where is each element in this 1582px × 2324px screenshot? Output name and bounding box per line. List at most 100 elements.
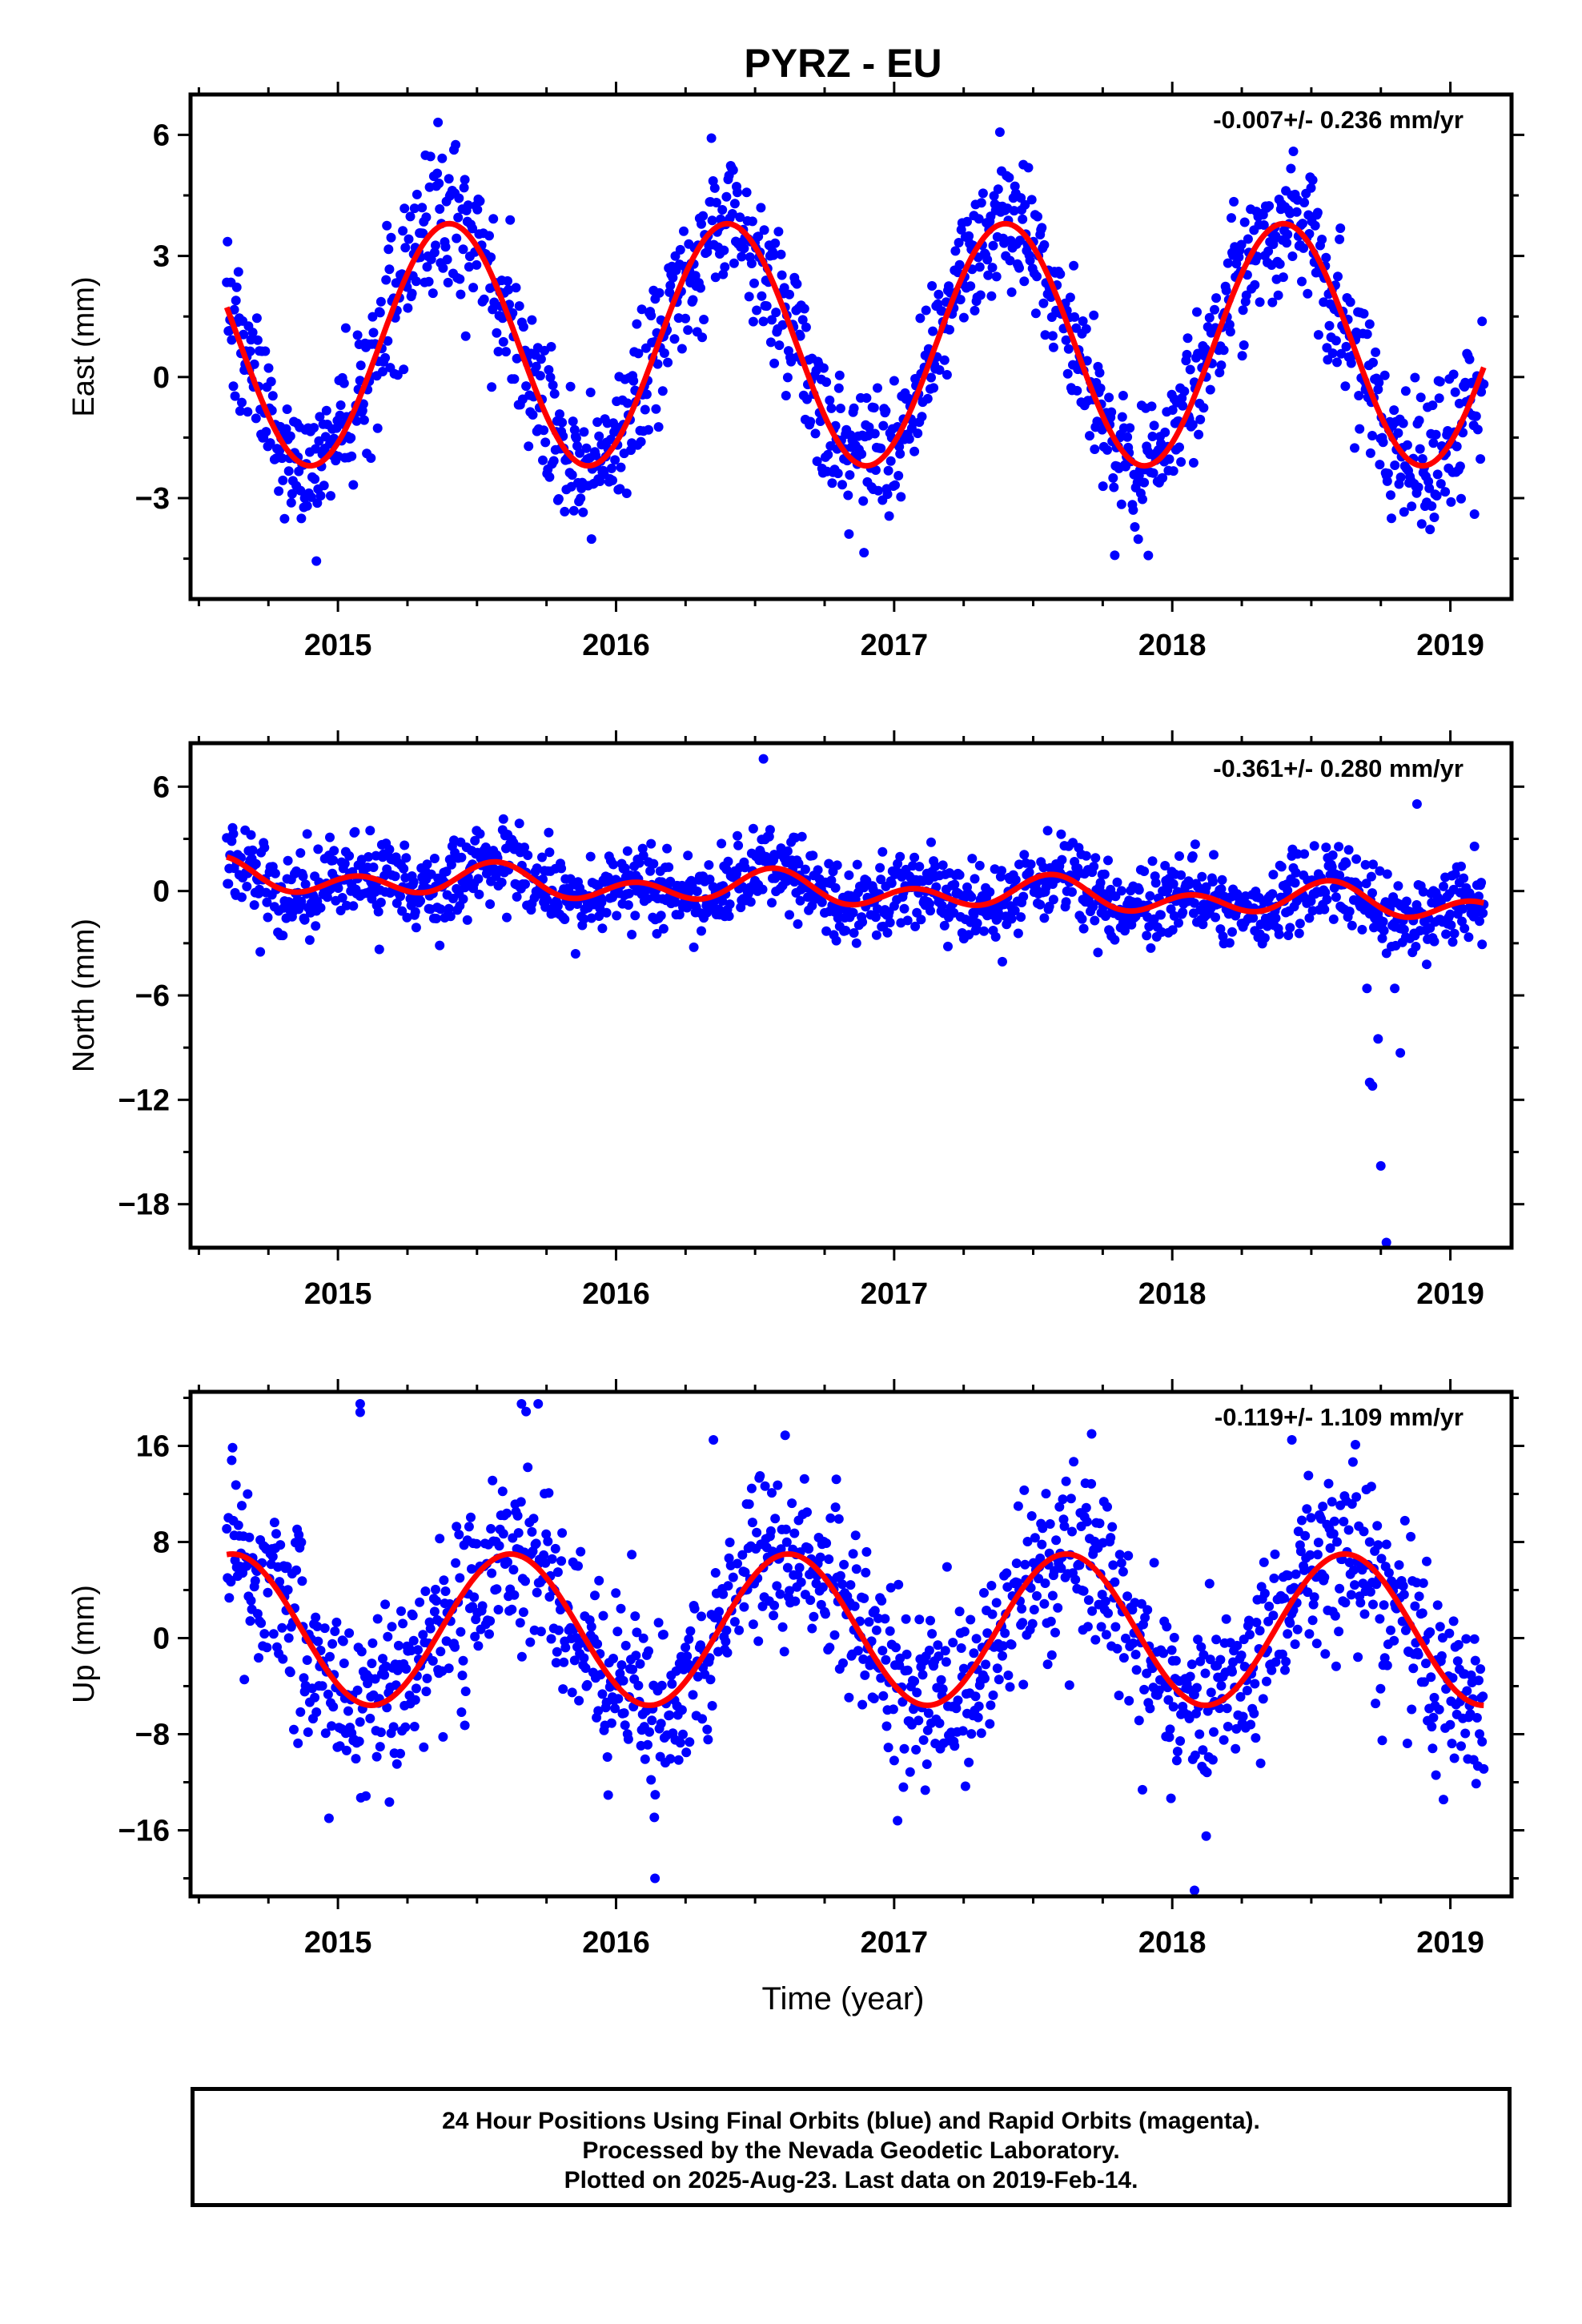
- data-point: [493, 1605, 504, 1614]
- data-point: [1320, 1649, 1331, 1659]
- data-point: [477, 1601, 488, 1611]
- data-point: [1128, 1638, 1138, 1648]
- data-point: [815, 416, 825, 426]
- data-point: [983, 270, 994, 280]
- data-point: [1221, 1614, 1231, 1624]
- data-point: [612, 911, 622, 921]
- data-point: [1456, 493, 1466, 504]
- data-point: [245, 1616, 255, 1626]
- data-point: [1287, 251, 1298, 261]
- data-point: [1211, 912, 1221, 923]
- data-point: [736, 903, 746, 913]
- data-point: [1407, 501, 1417, 512]
- data-point: [552, 1647, 562, 1657]
- data-point: [1216, 360, 1227, 371]
- data-point: [556, 863, 567, 874]
- data-point: [709, 183, 720, 193]
- data-point: [462, 915, 472, 925]
- data-point: [1058, 1494, 1068, 1505]
- data-point: [973, 1712, 983, 1723]
- data-point: [1232, 1640, 1243, 1651]
- rate-annotation: -0.361+/- 0.280 mm/yr: [1213, 754, 1464, 782]
- data-point: [467, 1564, 476, 1574]
- data-point: [1297, 1515, 1307, 1526]
- data-point: [552, 901, 563, 911]
- data-point: [1134, 885, 1144, 895]
- data-point: [581, 443, 592, 453]
- data-point: [1375, 866, 1385, 876]
- data-point: [653, 422, 664, 432]
- data-point: [1351, 1492, 1362, 1502]
- data-point: [1239, 340, 1249, 350]
- data-point: [773, 1480, 783, 1490]
- data-point: [1434, 1704, 1444, 1715]
- data-point: [619, 1708, 629, 1719]
- data-point: [1347, 1499, 1357, 1509]
- data-point: [981, 1659, 991, 1670]
- data-point: [601, 907, 612, 918]
- data-point: [456, 1626, 466, 1637]
- data-point: [652, 359, 663, 369]
- data-point: [605, 434, 616, 444]
- data-point: [268, 1629, 279, 1639]
- data-point: [1401, 896, 1411, 907]
- data-point: [1335, 870, 1345, 881]
- data-point: [818, 363, 829, 373]
- data-point: [1168, 1702, 1178, 1712]
- data-point: [985, 887, 995, 897]
- data-point: [821, 1609, 830, 1619]
- data-point: [1259, 220, 1269, 230]
- x-ticks: 2015 2016 2017 2018 2019: [197, 1379, 1484, 1960]
- data-point: [1194, 429, 1204, 440]
- data-point: [707, 1701, 717, 1711]
- data-point: [351, 1754, 361, 1764]
- data-point: [1477, 316, 1488, 327]
- data-point: [704, 860, 714, 870]
- data-point: [1347, 920, 1357, 931]
- data-point: [1086, 1478, 1097, 1489]
- data-point: [1182, 349, 1192, 360]
- data-point: [789, 1528, 800, 1538]
- data-point: [747, 216, 757, 227]
- data-point: [568, 505, 579, 516]
- data-point: [1010, 875, 1021, 885]
- data-point: [1341, 858, 1351, 868]
- data-point: [746, 259, 757, 268]
- data-point: [320, 1728, 331, 1739]
- data-point: [227, 1455, 237, 1466]
- data-point: [285, 1667, 295, 1678]
- data-point: [1319, 1572, 1330, 1582]
- data-point: [1431, 429, 1441, 440]
- outlier-point: [355, 1399, 365, 1409]
- data-point: [606, 463, 616, 473]
- data-point: [585, 851, 596, 862]
- data-point: [296, 513, 307, 524]
- data-point: [922, 1725, 933, 1735]
- data-point: [255, 947, 266, 957]
- data-point: [1474, 1675, 1484, 1686]
- data-point: [922, 393, 933, 404]
- data-point: [1227, 213, 1236, 223]
- data-point: [1466, 1670, 1476, 1680]
- data-point: [396, 1748, 405, 1759]
- data-point: [1122, 1591, 1133, 1602]
- data-point: [1101, 1630, 1111, 1640]
- data-point: [624, 888, 634, 899]
- data-point: [616, 1603, 626, 1614]
- data-point: [315, 412, 325, 422]
- data-point: [299, 915, 310, 925]
- data-point: [633, 1680, 644, 1691]
- data-point: [1118, 391, 1128, 400]
- data-point: [544, 847, 555, 858]
- data-point: [1195, 1729, 1205, 1739]
- data-point: [737, 1550, 748, 1560]
- data-point: [674, 910, 685, 920]
- data-point: [873, 485, 883, 496]
- data-point: [611, 1588, 621, 1598]
- data-point: [1099, 869, 1110, 879]
- data-point: [870, 912, 881, 923]
- data-point: [1204, 1578, 1215, 1589]
- data-point: [826, 403, 837, 413]
- data-point: [576, 1546, 586, 1557]
- data-point: [910, 921, 921, 931]
